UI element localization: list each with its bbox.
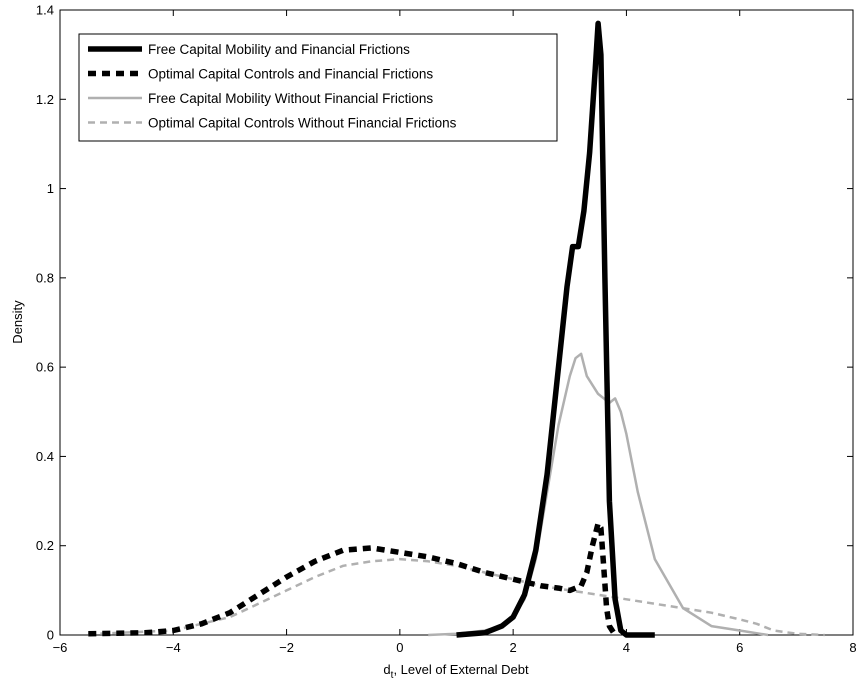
x-tick-label: −2: [279, 640, 294, 655]
x-axis-label: dt, Level of External Debt: [383, 662, 529, 681]
x-tick-label: −4: [166, 640, 181, 655]
series-line-1: [456, 20, 655, 638]
y-tick-label: 0.6: [36, 360, 54, 375]
x-tick-label: 0: [396, 640, 403, 655]
legend-label: Optimal Capital Controls Without Financi…: [148, 116, 457, 131]
y-tick-label: 1.4: [36, 3, 54, 18]
x-axis-label-main: d: [383, 662, 390, 677]
y-tick-label: 0.2: [36, 538, 54, 553]
y-tick-label: 0: [47, 628, 54, 643]
y-tick-label: 1: [47, 181, 54, 196]
series-line-2: [88, 520, 618, 637]
x-axis-label-suffix: , Level of External Debt: [393, 662, 529, 677]
x-tick-label: 2: [510, 640, 517, 655]
legend-label: Free Capital Mobility Without Financial …: [148, 91, 433, 106]
y-axis-ticks: 0 0.2 0.4 0.6 0.8 1 1.2 1.4: [36, 3, 853, 643]
legend-label: Free Capital Mobility and Financial Fric…: [148, 42, 410, 57]
x-axis-label-subscript: t: [391, 670, 394, 681]
legend-label: Optimal Capital Controls and Financial F…: [148, 67, 433, 82]
series-layer: [88, 20, 825, 638]
series-line-4: [88, 557, 825, 637]
x-tick-label: 6: [736, 640, 743, 655]
x-tick-label: 8: [849, 640, 856, 655]
legend: Free Capital Mobility and Financial Fric…: [78, 33, 558, 142]
y-tick-label: 0.4: [36, 449, 54, 464]
y-tick-label: 0.8: [36, 270, 54, 285]
legend-box: [78, 33, 558, 142]
y-axis-label: Density: [10, 300, 25, 344]
y-tick-label: 1.2: [36, 92, 54, 107]
x-tick-label: −6: [53, 640, 68, 655]
x-tick-label: 4: [623, 640, 630, 655]
x-axis-ticks: −6 −4 −2 0 2 4 6 8: [53, 10, 857, 655]
